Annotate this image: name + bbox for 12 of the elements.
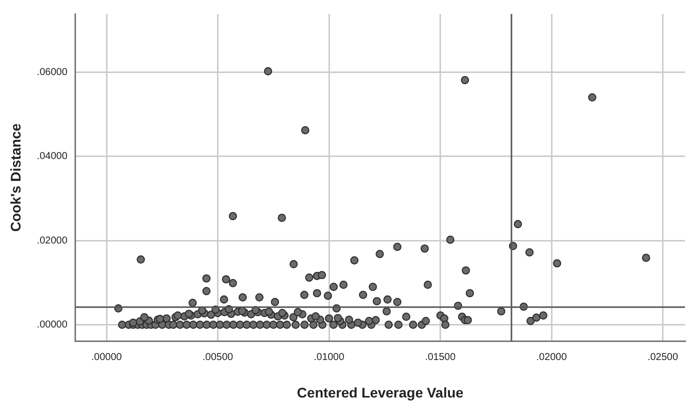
x-tick-label: .00000 xyxy=(91,352,122,363)
x-tick-label: .01000 xyxy=(314,352,345,363)
y-tick-label: .02000 xyxy=(36,235,68,246)
y-tick-label: .06000 xyxy=(36,66,68,78)
x-tick-label: .02000 xyxy=(536,352,568,363)
y-axis-title: Cook's Distance xyxy=(7,123,24,232)
x-axis-title: Centered Leverage Value xyxy=(296,384,464,400)
x-tick-label: .00500 xyxy=(202,352,234,363)
y-tick-label: .04000 xyxy=(36,151,68,162)
y-tick-label: .00000 xyxy=(36,320,68,331)
x-tick-label: .02500 xyxy=(647,352,678,363)
x-tick-label: .01500 xyxy=(424,352,456,363)
